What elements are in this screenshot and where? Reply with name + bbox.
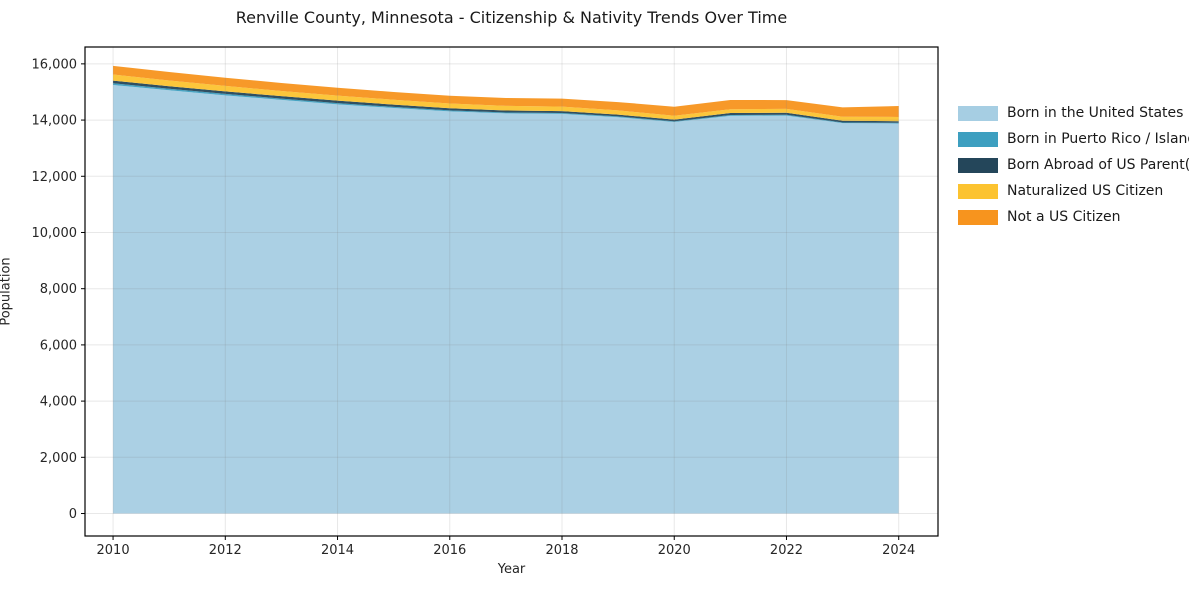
y-tick-label: 6,000	[40, 338, 77, 353]
legend-label: Born in the United States	[1007, 105, 1184, 121]
legend-swatch-icon	[958, 209, 998, 225]
area-series-3	[113, 74, 899, 122]
x-tick-label: 2016	[433, 543, 466, 558]
legend-row: Born Abroad of US Parent(s)	[958, 152, 1189, 178]
x-tick-label: 2014	[321, 543, 354, 558]
legend-row: Born in the United States	[958, 100, 1189, 126]
area-series-4	[113, 65, 899, 117]
x-tick-label: 2010	[97, 543, 130, 558]
legend-row: Naturalized US Citizen	[958, 178, 1189, 204]
x-tick-label: 2022	[770, 543, 803, 558]
area-series-0	[113, 84, 899, 514]
x-axis-label: Year	[497, 562, 526, 577]
x-tick-label: 2024	[882, 543, 915, 558]
area-series-2	[113, 80, 899, 123]
legend-row: Not a US Citizen	[958, 204, 1189, 230]
y-tick-label: 14,000	[32, 114, 78, 129]
x-tick-label: 2012	[209, 543, 242, 558]
x-tick-label: 2018	[545, 543, 578, 558]
legend: Born in the United States Born in Puerto …	[958, 100, 1189, 230]
legend-row: Born in Puerto Rico / Islands	[958, 126, 1189, 152]
legend-swatch-icon	[958, 105, 998, 121]
y-tick-label: 12,000	[32, 170, 78, 185]
legend-swatch-icon	[958, 131, 998, 147]
legend-label: Born Abroad of US Parent(s)	[1007, 157, 1189, 173]
y-axis-label: Population	[0, 257, 14, 326]
legend-label: Not a US Citizen	[1007, 209, 1121, 225]
legend-label: Naturalized US Citizen	[1007, 183, 1164, 199]
legend-swatch-icon	[958, 183, 998, 199]
y-tick-label: 8,000	[40, 282, 77, 297]
axes-spines	[84, 46, 939, 537]
y-tick-label: 2,000	[40, 451, 77, 466]
y-tick-label: 10,000	[32, 226, 78, 241]
area-series-1	[113, 83, 899, 124]
legend-label: Born in Puerto Rico / Islands	[1007, 131, 1189, 147]
y-tick-label: 4,000	[40, 395, 77, 410]
legend-swatch-icon	[958, 157, 998, 173]
y-tick-label: 16,000	[32, 57, 78, 72]
y-tick-label: 0	[69, 507, 77, 522]
x-tick-label: 2020	[658, 543, 691, 558]
chart-title: Renville County, Minnesota - Citizenship…	[235, 8, 788, 27]
